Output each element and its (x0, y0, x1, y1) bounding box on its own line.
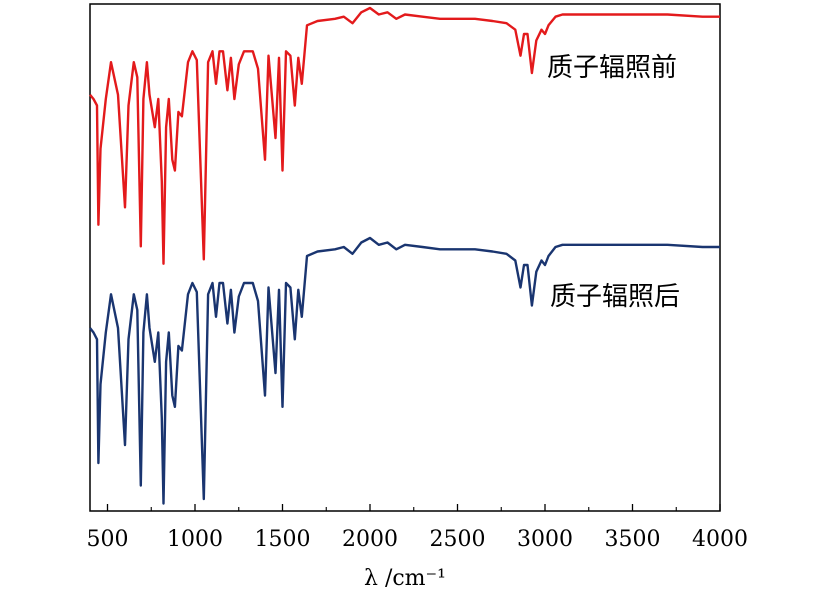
x-axis-tick-labels: 500 1000 1500 2000 2500 3000 3500 4000 (87, 527, 749, 552)
x-tick-label-1000: 1000 (167, 527, 223, 552)
x-tick-label-500: 500 (87, 527, 129, 552)
plot-frame (89, 3, 721, 512)
x-tick-label-4000: 4000 (692, 527, 748, 552)
series-label-after: 质子辐照后 (550, 282, 680, 312)
x-tick-label-2000: 2000 (342, 527, 398, 552)
series-line-after (89, 236, 720, 505)
x-axis-ticks (106, 504, 721, 511)
series-line-before (89, 6, 720, 265)
series-lines (89, 6, 720, 505)
series-label-before: 质子辐照前 (547, 53, 677, 83)
x-tick-label-3500: 3500 (605, 527, 661, 552)
x-tick-label-2500: 2500 (430, 527, 486, 552)
x-axis-title: λ /cm⁻¹ (364, 566, 446, 591)
x-tick-label-1500: 1500 (255, 527, 311, 552)
x-tick-label-3000: 3000 (517, 527, 573, 552)
